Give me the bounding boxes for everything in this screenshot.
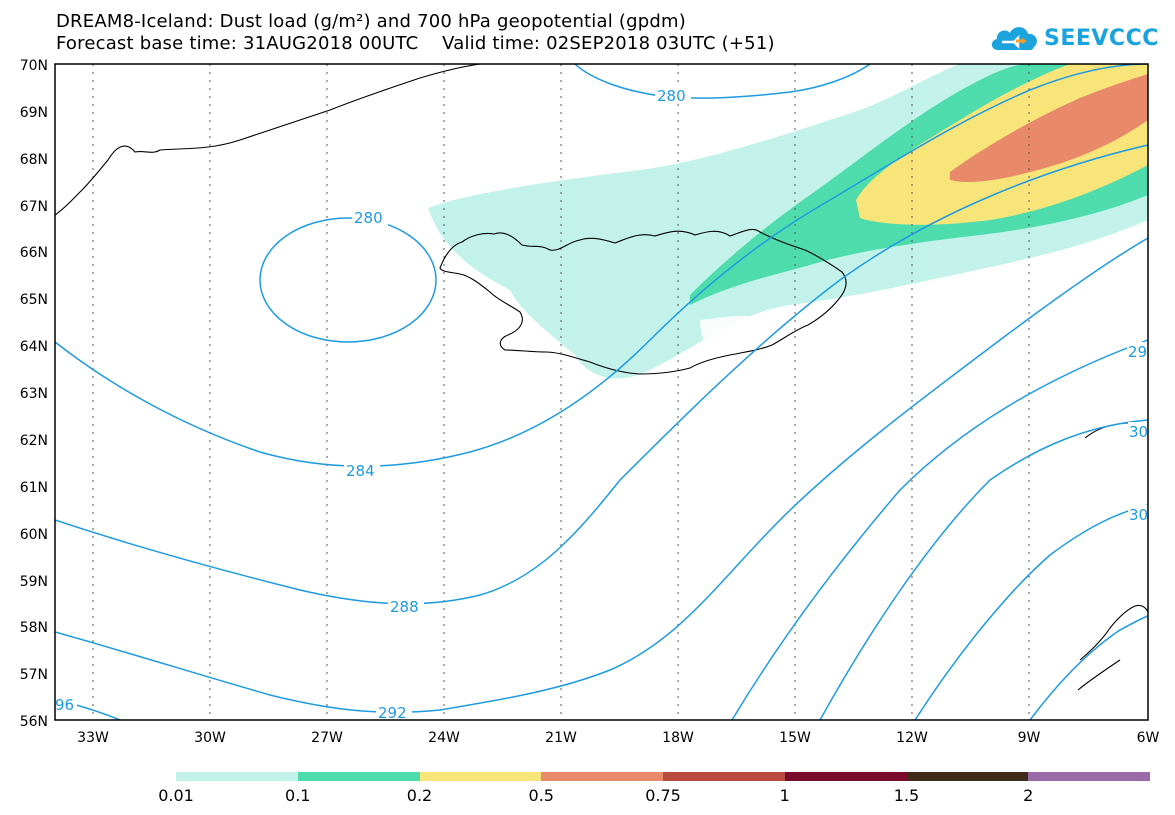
dust-load-colorbar [176, 772, 1150, 781]
colorbar-label: 0.5 [528, 786, 554, 805]
lat-label: 60N [20, 527, 48, 543]
contour-296 [731, 339, 1148, 720]
dust-load-shading [428, 64, 1148, 379]
lon-label: 6W [1137, 730, 1160, 746]
colorbar-segment [297, 772, 420, 781]
contour-label: 96 [55, 696, 74, 714]
contour-label: 284 [346, 462, 375, 480]
lon-label: 21W [545, 730, 577, 746]
colorbar-segment [1028, 772, 1150, 781]
contour-label: 30 [1129, 506, 1148, 524]
contour-280-low [259, 217, 437, 343]
colorbar-segment [419, 772, 542, 781]
plot-frame [54, 63, 1149, 721]
contour-288 [55, 144, 1148, 605]
contour-label: 292 [378, 704, 407, 722]
colorbar-segment [906, 772, 1029, 781]
contour-280-north [574, 64, 871, 99]
dust-0.5-area [950, 74, 1148, 183]
lat-label: 69N [20, 105, 48, 121]
contour-300 [819, 419, 1148, 720]
lat-label: 67N [20, 199, 48, 215]
lat-label: 68N [20, 152, 48, 168]
map-title: DREAM8-Iceland: Dust load (g/m²) and 700… [56, 11, 686, 32]
contour-308 [1029, 615, 1148, 720]
colorbar-label: 0.1 [285, 786, 311, 805]
lat-label: 62N [20, 433, 48, 449]
contour-304 [914, 504, 1148, 720]
colorbar-label: 0.01 [158, 786, 194, 805]
logo-text: SEEVCCC [1044, 26, 1159, 51]
colorbar-segment [541, 772, 663, 781]
lat-label: 61N [20, 480, 48, 496]
latitude-axis: 70N 69N 68N 67N 66N 65N 64N 63N 62N 61N … [20, 58, 48, 730]
map-subtitle-times: Forecast base time: 31AUG2018 00UTC Vali… [56, 33, 775, 54]
contour-label: 280 [354, 209, 383, 227]
lon-label: 30W [194, 730, 226, 746]
contour-label: 29 [1128, 343, 1147, 361]
land-dust-gap [700, 315, 776, 365]
colorbar-segment [663, 772, 785, 781]
seevccc-logo: SEEVCCC [988, 20, 1158, 56]
lon-label: 9W [1018, 730, 1041, 746]
lat-label: 63N [20, 386, 48, 402]
norway-coast-lower [1077, 604, 1148, 691]
lat-label: 56N [20, 714, 48, 730]
lat-label: 65N [20, 292, 48, 308]
colorbar-label: 1.5 [893, 786, 920, 805]
contour-label: 30 [1129, 423, 1148, 441]
lon-label: 15W [779, 730, 811, 746]
lat-label: 64N [20, 339, 48, 355]
contour-label-group: 280 280 284 288 292 96 29 30 30 [55, 86, 1148, 722]
colorbar-label: 0.75 [645, 786, 681, 805]
colorbar-label: 2 [1023, 786, 1034, 805]
lon-label: 18W [662, 730, 694, 746]
colorbar-segment [176, 772, 298, 781]
colorbar-label: 1 [779, 786, 790, 805]
lat-label: 57N [20, 667, 48, 683]
lon-label: 24W [428, 730, 460, 746]
graticule [92, 64, 1030, 720]
geopotential-contours [55, 64, 1148, 720]
lon-label: 33W [77, 730, 109, 746]
lat-label: 66N [20, 245, 48, 261]
colorbar-label: 0.2 [406, 786, 433, 805]
iceland-coastline [439, 228, 847, 375]
lon-label: 12W [896, 730, 928, 746]
lat-label: 58N [20, 620, 48, 636]
greenland-coastline [55, 64, 481, 216]
lon-label: 27W [311, 730, 343, 746]
colorbar-segment [784, 772, 907, 781]
lat-label: 59N [20, 574, 48, 590]
contour-292 [55, 237, 1148, 714]
lat-label: 70N [20, 58, 48, 74]
contour-label: 280 [657, 87, 686, 105]
contour-284 [55, 64, 1148, 467]
longitude-axis: 33W 30W 27W 24W 21W 18W 15W 12W 9W 6W [77, 730, 1159, 746]
cloud-logo-icon [991, 27, 1037, 50]
contour-label: 288 [390, 598, 419, 616]
